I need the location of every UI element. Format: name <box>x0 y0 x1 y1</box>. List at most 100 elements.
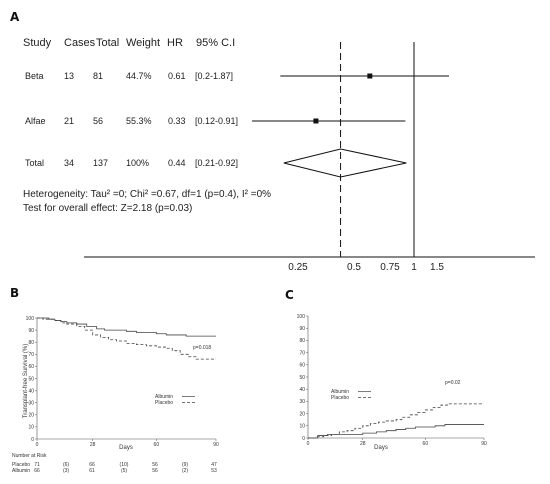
row-beta-hr: 0.61 <box>168 71 186 81</box>
survival-ylabel: Transplant-free Survival (%) <box>23 344 29 418</box>
row-total-cases: 34 <box>64 158 74 168</box>
x-tick-label: 0 <box>36 442 39 448</box>
row-alfae-cases: 21 <box>64 116 74 126</box>
survival-xlabel: Days <box>119 445 133 451</box>
row-alfae-ci: [0.12-0.91] <box>195 116 238 126</box>
panel-b-label: B <box>10 286 19 300</box>
row-total-weight: 100% <box>126 158 149 168</box>
row-total-study: Total <box>25 158 44 168</box>
row-beta-weight: 44.7% <box>126 71 152 81</box>
forest-headers: Study Cases Total Weight HR 95% C.I <box>23 37 235 49</box>
y-tick-label: 80 <box>28 340 34 346</box>
risk-value: 66 <box>89 462 95 468</box>
risk-value: (5) <box>121 468 127 474</box>
x-tick-label: 90 <box>213 442 219 448</box>
survival-pvalue: p=0.018 <box>193 345 211 351</box>
risk-value: 56 <box>152 462 158 468</box>
forest-plot-area: 0.25 0.5 0.75 1 1.5 <box>84 42 535 273</box>
y-tick-label: 60 <box>299 363 305 369</box>
y-tick-label: 40 <box>299 387 305 393</box>
heterogeneity-text: Heterogeneity: Tau² =0; Chi² =0.67, df=1… <box>23 189 271 200</box>
x-tick-label: 0.25 <box>288 262 308 273</box>
row-total-total: 137 <box>93 158 108 168</box>
risk-value: (9) <box>182 462 188 468</box>
legend-albumin-label: Albumin <box>331 389 349 395</box>
header-total: Total <box>96 37 119 49</box>
y-tick-label: 60 <box>28 364 34 370</box>
row-alfae-hr: 0.33 <box>168 116 186 126</box>
risk-row-albumin-label: Albumin <box>12 468 30 474</box>
x-tick-label: 1 <box>411 262 417 273</box>
x-tick-label: 1.5 <box>430 262 444 273</box>
survival-plot: 0 10 20 30 40 50 60 70 80 90 100 0 28 60 90 AlbuminPlac… <box>26 316 219 448</box>
header-cases: Cases <box>64 37 96 49</box>
header-study: Study <box>23 37 52 49</box>
row-beta-total: 81 <box>93 71 103 81</box>
risk-value: 61 <box>89 468 95 474</box>
x-tick-label: 0.75 <box>380 262 400 273</box>
row-alfae-study: Alfae <box>25 116 46 126</box>
y-tick-label: 50 <box>28 376 34 382</box>
risk-row-placebo-label: Placebo <box>12 462 30 468</box>
y-tick-label: 20 <box>28 413 34 419</box>
forest-rows: Beta 13 81 44.7% 0.61 [0.2-1.87] Alfae 21 56 55.3… <box>25 71 238 168</box>
x-tick-label: 60 <box>154 442 160 448</box>
x-tick-label: 0.5 <box>347 262 361 273</box>
x-tick-label: 60 <box>423 441 429 447</box>
y-tick-label: 90 <box>299 326 305 332</box>
y-tick-label: 20 <box>299 411 305 417</box>
y-tick-label: 30 <box>28 401 34 407</box>
panel-c-label: C <box>285 288 294 302</box>
pooled-diamond <box>283 148 407 178</box>
cumulative-xlabel: Days <box>374 445 388 451</box>
risk-value: (3) <box>63 468 69 474</box>
legend-albumin-label: Albumin <box>155 394 173 400</box>
number-at-risk-table: Number at Risk Placebo 71 (6) 66 (10) 56 (9) 47 A… <box>12 453 217 474</box>
header-weight: Weight <box>126 37 160 49</box>
y-tick-label: 80 <box>299 338 305 344</box>
risk-value: (6) <box>63 462 69 468</box>
y-tick-label: 10 <box>299 424 305 430</box>
y-tick-label: 100 <box>297 314 306 320</box>
row-alfae-weight: 55.3% <box>126 116 152 126</box>
legend-placebo-label: Placebo <box>331 395 349 401</box>
hr-point-alfae <box>313 118 319 124</box>
y-tick-label: 70 <box>299 350 305 356</box>
row-total-ci: [0.21-0.92] <box>195 158 238 168</box>
risk-value: 47 <box>211 462 217 468</box>
panel-a-label: A <box>10 10 20 24</box>
row-beta-cases: 13 <box>64 71 74 81</box>
row-total-hr: 0.44 <box>168 158 186 168</box>
row-beta-study: Beta <box>25 71 44 81</box>
x-tick-label: 0 <box>307 441 310 447</box>
y-tick-label: 10 <box>28 425 34 431</box>
header-hr: HR <box>167 37 183 49</box>
risk-value: (10) <box>120 462 129 468</box>
header-95-c-i: 95% C.I <box>196 37 235 49</box>
row-alfae-total: 56 <box>93 116 103 126</box>
y-tick-label: 100 <box>26 316 35 322</box>
series-placebo-line <box>37 317 216 360</box>
cumulative-plot: 0 10 20 30 40 50 60 70 80 90 100 0 28 60 90 AlbuminPlac… <box>297 314 487 447</box>
y-tick-label: 30 <box>299 399 305 405</box>
risk-value: (2) <box>182 468 188 474</box>
x-tick-label: 28 <box>90 442 96 448</box>
risk-value: 71 <box>34 462 40 468</box>
series-placebo-line <box>308 403 484 439</box>
y-tick-label: 90 <box>28 328 34 334</box>
risk-value: 56 <box>152 468 158 474</box>
risk-value: 66 <box>34 468 40 474</box>
legend-placebo-label: Placebo <box>155 400 173 406</box>
risk-value: 53 <box>211 468 217 474</box>
x-tick-label: 90 <box>481 441 487 447</box>
y-tick-label: 40 <box>28 388 34 394</box>
number-at-risk-title: Number at Risk <box>12 453 47 459</box>
cumulative-pvalue: p=0.02 <box>445 380 461 386</box>
y-tick-label: 0 <box>302 436 305 442</box>
series-albumin-line <box>308 424 484 439</box>
y-tick-label: 70 <box>28 352 34 358</box>
y-tick-label: 50 <box>299 375 305 381</box>
overall-effect-text: Test for overall effect: Z=2.18 (p=0.03) <box>23 203 192 214</box>
y-tick-label: 0 <box>31 437 34 443</box>
